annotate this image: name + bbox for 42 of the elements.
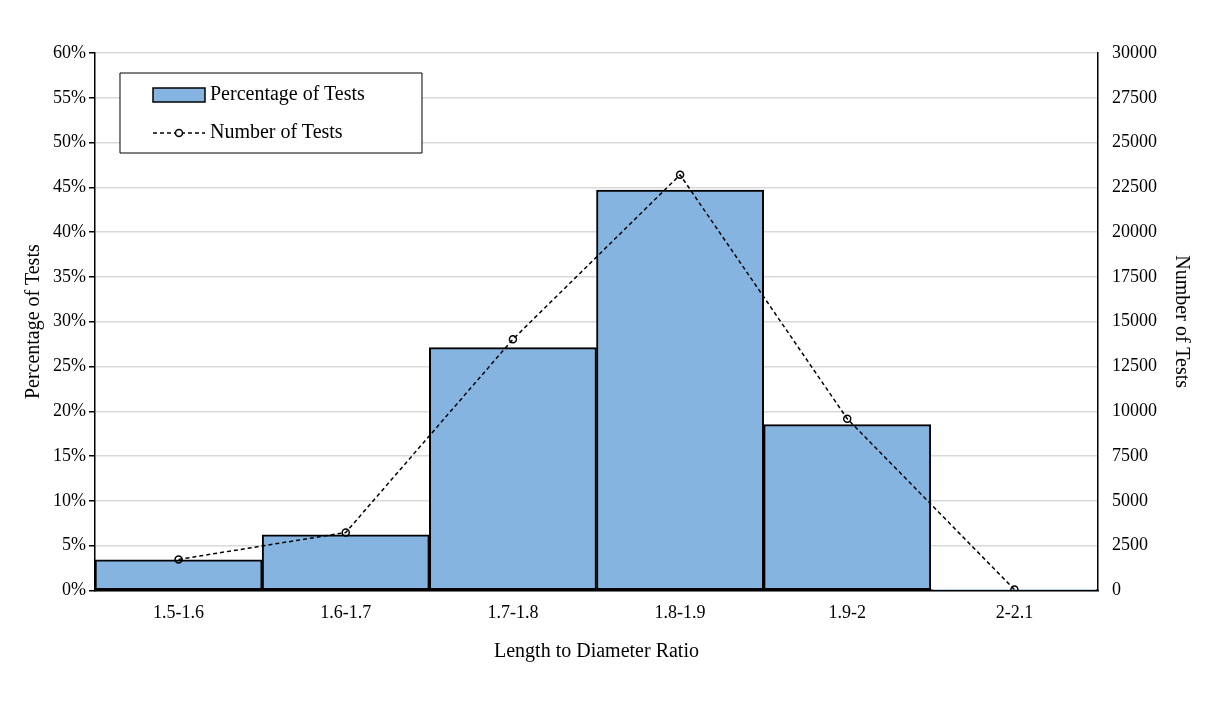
- point: [341, 528, 350, 537]
- y2-tick-label: 7500: [1112, 444, 1148, 465]
- y-tick-label: 45%: [52, 176, 86, 197]
- y2-tick-label: 2500: [1112, 534, 1148, 555]
- y-tick-label: 20%: [52, 400, 86, 420]
- y2-tick-label: 5000: [1112, 489, 1148, 510]
- x-tick-label: 1.9-2: [828, 601, 866, 622]
- legend-label: Percentage of Tests: [209, 82, 366, 106]
- y2-tick-label: 15000: [1112, 310, 1157, 331]
- y-tick-label: 5%: [61, 534, 86, 555]
- y2-tick-label: 22500: [1112, 176, 1157, 197]
- x-tick-label: 1.5-1.6: [153, 601, 205, 622]
- point: [675, 170, 685, 180]
- x-tick-label: 1.7-1.8: [487, 601, 539, 622]
- y2-tick-label: 17500: [1112, 265, 1157, 286]
- y-tick-label: 25%: [52, 355, 86, 376]
- y-tick-label: 60%: [52, 41, 86, 62]
- point: [843, 414, 852, 424]
- y-axis-title: Percentage of Tests: [21, 244, 45, 400]
- y2-tick-label: 0: [1112, 579, 1121, 600]
- x-tick-label: 2-2.1: [995, 601, 1034, 622]
- x-tick-label: 1.6-1.7: [320, 601, 372, 622]
- y2-tick-label: 25000: [1112, 131, 1157, 152]
- y-tick-label: 30%: [52, 310, 86, 331]
- y-tick-label: 15%: [52, 444, 86, 465]
- legend-label: Number of Tests: [209, 120, 343, 143]
- y2-tick-label: 12500: [1112, 355, 1157, 376]
- y2-tick-label: 20000: [1112, 220, 1157, 241]
- y2-tick-label: 10000: [1112, 400, 1157, 420]
- y2-axis-title: Number of Tests: [1171, 255, 1194, 389]
- y-tick-label: 10%: [52, 489, 86, 510]
- x-tick-label: 1.8-1.9: [654, 601, 706, 622]
- point: [174, 555, 183, 564]
- y-tick-label: 40%: [52, 220, 86, 241]
- point: [508, 335, 518, 344]
- y-tick-label: 35%: [52, 265, 86, 286]
- y-tick-label: 0%: [61, 579, 86, 600]
- x-axis-title: Length to Diameter Ratio: [494, 639, 699, 663]
- y-tick-label: 50%: [52, 131, 86, 152]
- y2-tick-label: 30000: [1112, 41, 1157, 62]
- y2-tick-label: 27500: [1112, 86, 1157, 107]
- y-tick-label: 55%: [52, 86, 86, 107]
